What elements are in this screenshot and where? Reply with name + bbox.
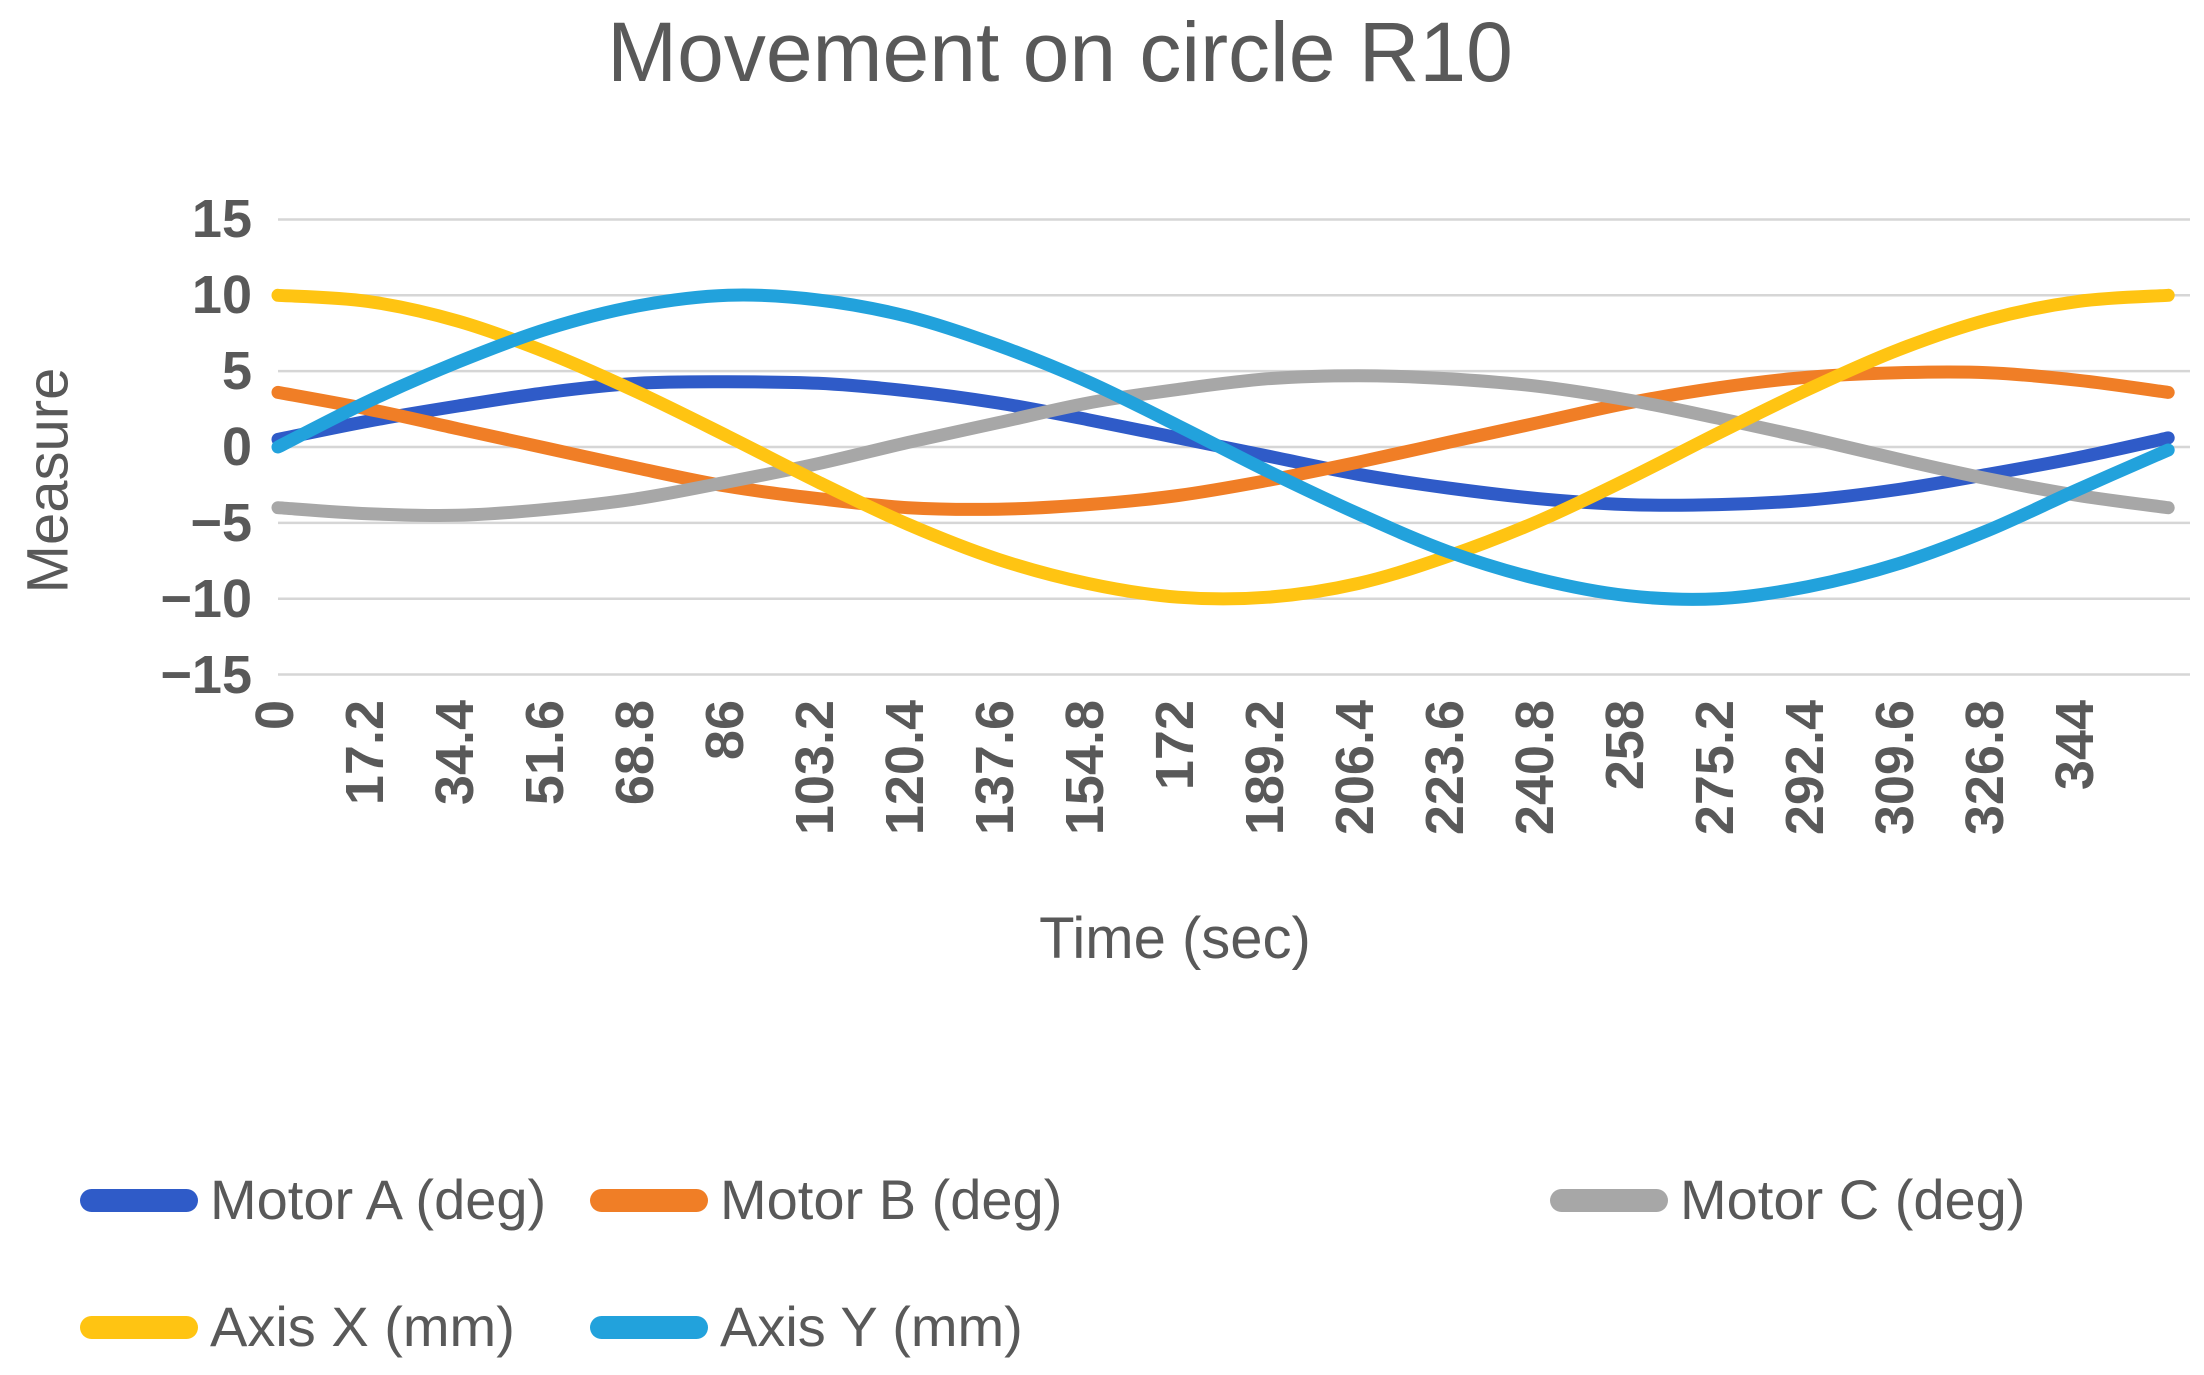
y-tick-label: −10 [160,568,252,629]
legend-label: Axis X (mm) [210,1295,515,1358]
legend-swatch [1550,1188,1668,1212]
series-line-axis-y-mm [271,288,2175,606]
x-tick-label: 172 [1145,700,1206,791]
legend-swatch [80,1315,198,1339]
series-line-axis-x-mm [271,288,2175,606]
x-tick-label: 34.4 [425,700,485,806]
x-tick-label: 120.4 [875,700,936,836]
x-tick-label: 68.8 [605,700,666,806]
x-tick-label: 326.8 [1955,700,2016,836]
legend-swatch [590,1315,708,1339]
legend-label: Motor C (deg) [1680,1168,2026,1231]
x-tick-label: 223.6 [1415,700,1476,836]
x-axis-title: Time (sec) [1039,906,1311,971]
x-tick-label: 206.4 [1325,700,1386,836]
x-tick-label: 240.8 [1505,700,1566,836]
legend-item-motor-a-deg: Motor A (deg) [80,1165,546,1235]
series-line-motor-c-deg [271,369,2175,523]
x-tick-label: 309.6 [1865,700,1926,836]
x-tick-label: 258 [1595,700,1656,791]
x-tick-label: 17.2 [335,700,395,806]
legend-item-axis-x-mm: Axis X (mm) [80,1292,515,1362]
x-tick-label: 86 [695,700,756,761]
legend-label: Axis Y (mm) [720,1295,1023,1358]
x-tick-label: 344 [2045,700,2106,791]
x-tick-label: 51.6 [515,700,576,806]
legend-item-motor-b-deg: Motor B (deg) [590,1165,1062,1235]
y-tick-label: 15 [191,189,252,250]
y-tick-label: 5 [221,341,252,402]
legend-item-axis-y-mm: Axis Y (mm) [590,1292,1023,1362]
x-tick-label: 189.2 [1235,700,1296,836]
y-tick-label: 0 [221,417,252,477]
legend-label: Motor A (deg) [210,1168,547,1231]
legend-swatch [590,1188,708,1212]
legend-item-motor-c-deg: Motor C (deg) [1550,1165,2025,1235]
legend-label: Motor B (deg) [720,1168,1063,1231]
x-tick-label: 103.2 [785,700,846,836]
legend-swatch [80,1188,198,1212]
x-tick-label: 292.4 [1775,700,1836,836]
y-tick-label: −15 [160,644,252,705]
y-tick-label: 10 [191,265,252,326]
chart-title: Movement on circle R10 [607,5,1513,99]
x-tick-label: 137.6 [965,700,1026,836]
y-tick-label: −5 [190,492,252,553]
x-tick-label: 275.2 [1685,700,1746,836]
x-tick-label: 154.8 [1055,700,1116,836]
x-tick-label: 0 [245,700,305,731]
